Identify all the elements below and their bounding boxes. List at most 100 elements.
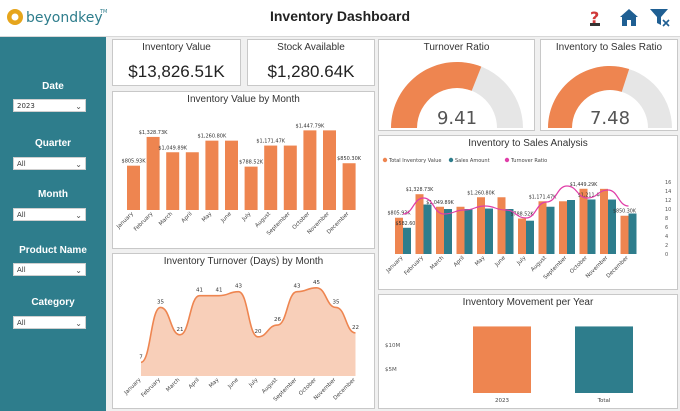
legend-marker (504, 157, 510, 163)
tick-label: August (530, 255, 548, 273)
stock-available-card[interactable]: Stock Available $1,280.64K (247, 39, 375, 86)
bar (205, 140, 219, 210)
series-line (140, 286, 356, 364)
svg-text:beyondkey: beyondkey (26, 10, 103, 26)
bar-inventory (518, 218, 526, 254)
y2-tick-label: 0 (665, 252, 668, 258)
bar (473, 326, 531, 393)
bar-sales (505, 209, 514, 254)
tick-label: August (261, 377, 279, 395)
bar-inventory (477, 197, 485, 254)
bar (225, 140, 238, 210)
inventory-to-sales-value: 7.48 (590, 108, 630, 129)
tick-label: June (219, 211, 233, 225)
inventory-value: $13,826.51K (128, 62, 225, 81)
product-name-dropdown[interactable]: All ⌄ (13, 263, 86, 276)
bar (127, 165, 140, 210)
tick-label: August (254, 211, 272, 229)
month-dropdown[interactable]: All ⌄ (13, 208, 86, 221)
legend-marker (448, 157, 454, 163)
data-label: $1,049.89K (426, 200, 454, 206)
chevron-down-icon: ⌄ (75, 102, 82, 111)
date-dropdown[interactable]: 2023 ⌄ (13, 99, 86, 112)
y2-tick-label: 6 (665, 225, 668, 231)
bar (166, 152, 180, 210)
turnover-by-month-chart[interactable]: Inventory Turnover (Days) by Month 7 Janu… (112, 253, 375, 409)
chart-title: Inventory Movement per Year (462, 297, 594, 308)
chart-title: Inventory to Sales Analysis (468, 138, 588, 149)
turnover-ratio-card[interactable]: Turnover Ratio 9.41 (378, 39, 535, 131)
data-label: $1,049.89K (158, 145, 187, 151)
y-tick-label: $5M (385, 367, 397, 373)
inventory-to-sales-ratio-label: Inventory to Sales Ratio (555, 42, 663, 53)
inventory-to-sales-ratio-card[interactable]: Inventory to Sales Ratio 7.48 (540, 39, 678, 131)
gauge-fill (548, 66, 630, 128)
bar (323, 130, 336, 210)
data-label: $805.93K (122, 159, 147, 165)
turnover-ratio-value: 9.41 (437, 108, 477, 129)
data-label: $788.52K (239, 160, 264, 166)
data-label: $1,211.44K (578, 192, 606, 198)
bar-sales (403, 227, 411, 254)
data-label: 35 (157, 299, 164, 305)
turnover-ratio-label: Turnover Ratio (423, 42, 490, 53)
y2-tick-label: 4 (665, 234, 668, 240)
clear-filter-icon[interactable] (648, 6, 672, 28)
data-label: $1,449.29K (570, 182, 598, 188)
filter-label-product-name: Product Name (19, 245, 87, 256)
tick-label: January (385, 255, 405, 275)
bar (575, 326, 633, 393)
movement-per-year-plot: $10M $5M 2023 Total (385, 326, 633, 404)
tick-label: March (429, 255, 445, 271)
bar (342, 163, 356, 210)
bar (185, 152, 199, 210)
turnover-ratio-gauge: 9.41 (391, 61, 523, 129)
tick-label: April (188, 377, 201, 390)
tick-label: June (493, 255, 507, 269)
sales-analysis-plot: Total Inventory Value Sales Amount Turnove… (382, 157, 671, 281)
tick-label: April (181, 211, 194, 224)
tick-label: February (403, 255, 425, 277)
quarter-dropdown[interactable]: All ⌄ (13, 157, 86, 170)
help-icon[interactable]: ? (584, 6, 608, 28)
chevron-down-icon: ⌄ (75, 266, 82, 275)
inventory-value-card[interactable]: Inventory Value $13,826.51K (112, 39, 241, 86)
svg-text:TM: TM (99, 9, 107, 15)
bar-inventory (415, 194, 424, 254)
sales-analysis-chart[interactable]: Inventory to Sales Analysis Total Invent… (378, 135, 678, 290)
tick-label: June (226, 377, 240, 391)
bar-sales (526, 220, 534, 254)
data-label: 22 (352, 325, 359, 331)
value-by-month-chart[interactable]: Inventory Value by Month $805.93K January… (112, 91, 375, 249)
bar-inventory (395, 217, 403, 254)
home-icon[interactable] (617, 6, 641, 28)
data-label: 7 (139, 354, 143, 360)
data-label: $850.30K (337, 156, 362, 162)
data-label: 41 (196, 288, 203, 294)
stock-available-value: $1,280.64K (267, 62, 355, 81)
tick-label: July (515, 255, 527, 267)
bar-inventory (559, 201, 567, 254)
data-label: $1,171.47K (256, 139, 285, 145)
tick-label: May (201, 211, 214, 224)
data-label: $1,171.47K (529, 194, 557, 200)
legend-label: Sales Amount (455, 158, 490, 164)
bar-sales (485, 208, 493, 254)
filter-sidebar: Date 2023 ⌄ Quarter All ⌄ Month All ⌄ Produ… (0, 37, 106, 411)
tick-label: Total (597, 398, 611, 404)
y2-tick-label: 14 (665, 189, 671, 195)
bar (146, 136, 160, 210)
movement-per-year-chart[interactable]: Inventory Movement per Year $10M $5M 2023 T… (378, 294, 678, 409)
tick-label: February (133, 211, 155, 233)
top-header: beyondkey TM Inventory Dashboard ? (0, 0, 680, 37)
inventory-to-sales-gauge: 7.48 (548, 66, 672, 129)
tick-label: February (140, 377, 162, 399)
chevron-down-icon: ⌄ (75, 319, 82, 328)
bar-inventory (600, 188, 608, 254)
inventory-value-label: Inventory Value (142, 42, 211, 53)
category-dropdown[interactable]: All ⌄ (13, 316, 86, 329)
bar-sales (546, 206, 555, 254)
bar-sales (464, 209, 473, 254)
tick-label: April (453, 255, 466, 268)
bar-inventory (456, 206, 465, 254)
